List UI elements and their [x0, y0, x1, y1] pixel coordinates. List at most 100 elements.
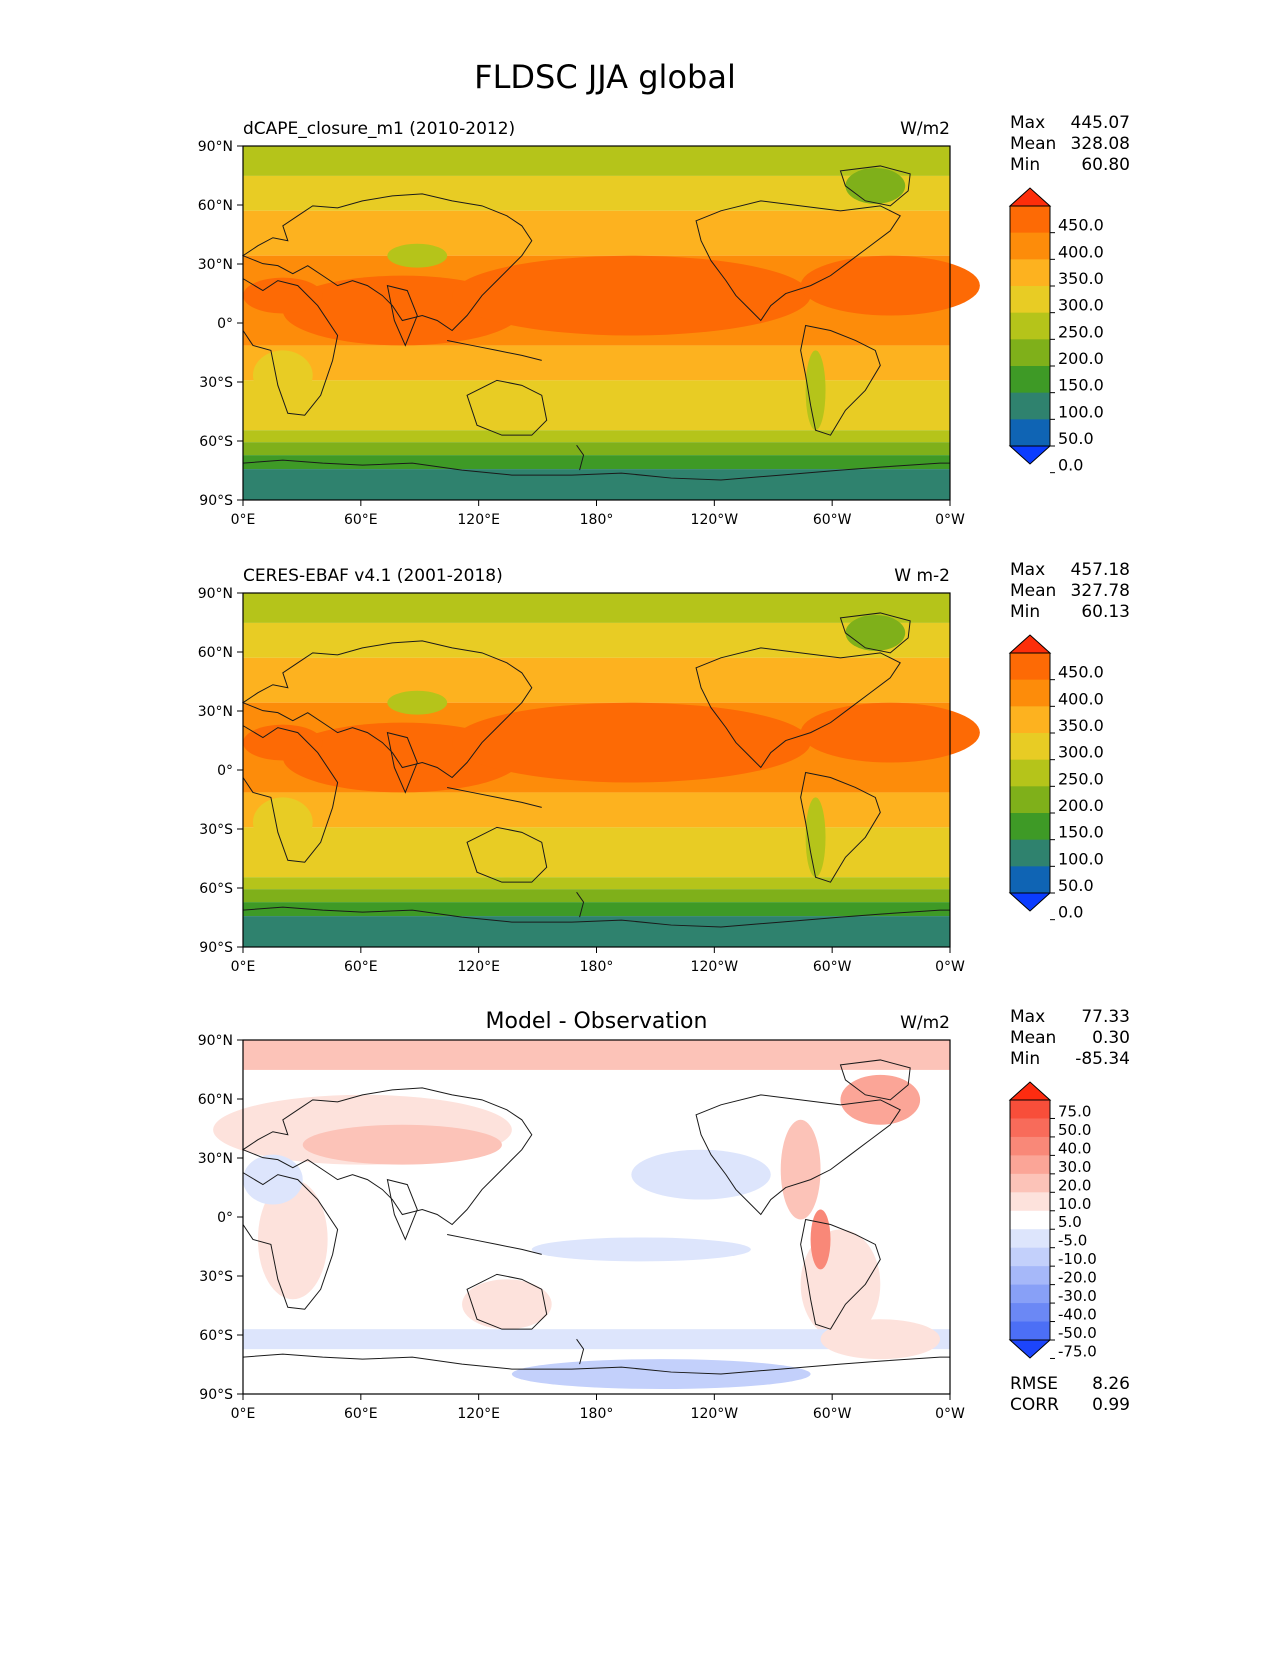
colorbar-swatch: [1010, 339, 1050, 367]
lat-tick-label: 90°S: [199, 940, 233, 956]
colorbar-swatch: [1010, 1173, 1050, 1193]
colorbar-tick-label: 20.0: [1058, 1176, 1091, 1194]
lat-tick-label: 30°N: [198, 704, 233, 720]
colorbar-swatch: [1010, 206, 1050, 234]
stat-label: Mean: [1010, 581, 1056, 601]
colorbar-tick-label: 300.0: [1058, 296, 1104, 315]
lat-tick-label: 90°S: [199, 493, 233, 509]
lat-tick-label: 60°N: [198, 1092, 233, 1108]
stat-value: 77.33: [1081, 1007, 1130, 1027]
colorbar-tick-label: -50.0: [1058, 1324, 1097, 1342]
colorbar-swatch: [1010, 706, 1050, 734]
colorbar-swatch: [1010, 312, 1050, 340]
colorbar-tick-label: 200.0: [1058, 349, 1104, 368]
stat-label: Max: [1010, 560, 1045, 580]
colorbar-tick-label: 30.0: [1058, 1158, 1091, 1176]
lon-tick-label: 180°: [580, 1406, 614, 1422]
lat-tick-label: 90°N: [198, 586, 233, 602]
colorbar: 450.0 400.0 350.0 300.0 250.0 200.0 150.0 100.0…: [1008, 187, 1104, 475]
stat-value: 457.18: [1071, 560, 1130, 580]
colorbar-swatch: [1010, 653, 1050, 681]
lon-tick-label: 0°W: [935, 1406, 965, 1422]
panel-units: W/m2: [900, 1013, 950, 1033]
lon-tick-label: 120°E: [457, 512, 500, 528]
colorbar-swatch: [1010, 839, 1050, 867]
colorbar-extend-max: [1008, 1081, 1052, 1101]
colorbar-swatch: [1010, 286, 1050, 314]
colorbar: 450.0 400.0 350.0 300.0 250.0 200.0 150.0 100.0…: [1008, 634, 1104, 922]
lat-tick-label: 90°N: [198, 1033, 233, 1049]
colorbar-tick-label: 10.0: [1058, 1195, 1091, 1213]
colorbar-tick-label: 350.0: [1058, 269, 1104, 288]
lat-tick-label: 30°S: [199, 822, 233, 838]
colorbar-swatch: [1010, 1284, 1050, 1304]
panels-container: dCAPE_closure_m1 (2010-2012) W/m2 90°N 60°N…: [198, 113, 1130, 1422]
error-stat-label: RMSE: [1010, 1374, 1058, 1394]
map-field: [213, 1040, 951, 1394]
map-panel-1: dCAPE_closure_m1 (2010-2012) W/m2 90°N 60°N…: [198, 113, 1130, 528]
colorbar-tick-label: -75.0: [1058, 1342, 1097, 1360]
colorbar-tick-label: 450.0: [1058, 216, 1104, 235]
lon-tick-label: 180°: [580, 959, 614, 975]
colorbar-extend-max: [1008, 187, 1052, 207]
colorbar-swatch: [1010, 733, 1050, 761]
lat-tick-label: 30°S: [199, 1269, 233, 1285]
colorbar-tick-label: -10.0: [1058, 1250, 1097, 1268]
colorbar-swatch: [1010, 259, 1050, 287]
map-field: [242, 593, 980, 947]
panel-title: CERES-EBAF v4.1 (2001-2018): [243, 566, 503, 586]
lat-tick-label: 0°: [217, 763, 233, 779]
panel-title: Model - Observation: [486, 1009, 708, 1034]
colorbar-tick-label: 100.0: [1058, 849, 1104, 868]
colorbar-swatch: [1010, 419, 1050, 447]
lat-tick-label: 30°N: [198, 1151, 233, 1167]
colorbar-tick-label: 50.0: [1058, 876, 1094, 895]
colorbar-swatch: [1010, 1210, 1050, 1230]
colorbar-tick-label: 300.0: [1058, 743, 1104, 762]
map-field: [242, 146, 980, 501]
panel-title: dCAPE_closure_m1 (2010-2012): [243, 119, 515, 139]
lon-tick-label: 60°W: [813, 512, 852, 528]
colorbar-tick-label: 350.0: [1058, 716, 1104, 735]
colorbar-extend-min: [1008, 445, 1052, 465]
colorbar-tick-label: 400.0: [1058, 689, 1104, 708]
error-stat-label: CORR: [1010, 1395, 1059, 1415]
stat-label: Max: [1010, 1007, 1045, 1027]
colorbar-swatch: [1010, 1136, 1050, 1156]
lon-tick-label: 0°E: [231, 1406, 256, 1422]
lat-tick-label: 0°: [217, 1210, 233, 1226]
lat-tick-label: 60°S: [199, 881, 233, 897]
colorbar-tick-label: 250.0: [1058, 769, 1104, 788]
colorbar-extend-min: [1008, 1339, 1052, 1359]
colorbar-tick-label: 40.0: [1058, 1139, 1091, 1157]
colorbar-swatch: [1010, 1118, 1050, 1138]
lat-tick-label: 90°S: [199, 1387, 233, 1403]
stat-label: Max: [1010, 113, 1045, 133]
colorbar-swatch: [1010, 866, 1050, 894]
colorbar-tick-label: 100.0: [1058, 402, 1104, 421]
colorbar-swatch: [1010, 679, 1050, 707]
stat-label: Min: [1010, 602, 1040, 622]
panel-units: W m-2: [894, 566, 950, 586]
error-stat-value: 0.99: [1092, 1395, 1130, 1415]
colorbar-tick-label: -20.0: [1058, 1269, 1097, 1287]
stat-label: Min: [1010, 155, 1040, 175]
lat-tick-label: 60°S: [199, 1328, 233, 1344]
colorbar-tick-label: 450.0: [1058, 663, 1104, 682]
colorbar-tick-label: 250.0: [1058, 322, 1104, 341]
colorbar-swatch: [1010, 366, 1050, 394]
colorbar-tick-label: 400.0: [1058, 242, 1104, 261]
lon-tick-label: 0°E: [231, 512, 256, 528]
stat-value: 60.80: [1081, 155, 1130, 175]
colorbar-tick-label: 150.0: [1058, 823, 1104, 842]
lon-tick-label: 180°: [580, 512, 614, 528]
lon-tick-label: 60°W: [813, 1406, 852, 1422]
colorbar: 75.050.040.030.020.010.05.0-5.0-10.0-20.…: [1008, 1081, 1097, 1360]
lat-tick-label: 60°N: [198, 645, 233, 661]
colorbar-swatch: [1010, 1266, 1050, 1286]
lon-tick-label: 60°E: [344, 512, 378, 528]
colorbar-swatch: [1010, 813, 1050, 841]
error-stat-value: 8.26: [1092, 1374, 1130, 1394]
colorbar-extend-min: [1008, 892, 1052, 912]
stat-label: Mean: [1010, 1028, 1056, 1048]
